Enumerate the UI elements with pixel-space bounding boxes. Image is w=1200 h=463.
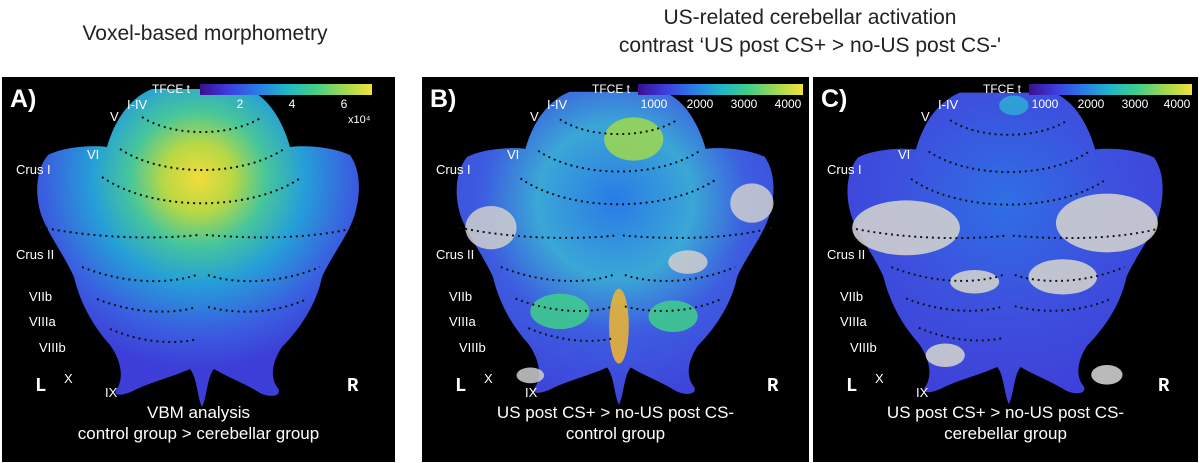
panel-c: C) TFCE t 1000 2000 3000 4000 I-IV V VI … xyxy=(813,77,1198,462)
colorbar-c-tick: 2000 xyxy=(1077,97,1105,111)
colorbar-b-title: TFCE t xyxy=(592,82,630,96)
colorbar-a-gradient xyxy=(200,84,372,95)
lobule-label-vi: VI xyxy=(507,147,520,162)
panel-b-caption: US post CS+ > no-US post CS- control gro… xyxy=(422,402,809,444)
lobule-label-v: V xyxy=(921,109,930,124)
side-label-right: R xyxy=(347,375,359,397)
panel-b-label: B) xyxy=(430,85,457,113)
cerebellar-flatmap xyxy=(37,89,359,407)
colorbar-c-tick: 1000 xyxy=(1031,97,1059,111)
activation-heading-line2: contrast ‘US post CS+ > no-US post CS-' xyxy=(618,34,1002,57)
panel-c-caption-line1: US post CS+ > no-US post CS- xyxy=(886,403,1125,422)
colorbar-a-title: TFCE t xyxy=(152,82,190,96)
activation-heading: US-related cerebellar activation contras… xyxy=(420,4,1200,60)
panel-c-label: C) xyxy=(821,85,848,113)
panel-b-caption-line1: US post CS+ > no-US post CS- xyxy=(496,403,735,422)
lobule-label-x: X xyxy=(875,371,884,386)
lobule-label-ix: IX xyxy=(525,385,538,400)
colorbar-c-tick: 3000 xyxy=(1121,97,1149,111)
side-label-right: R xyxy=(1158,375,1170,397)
panel-c-caption: US post CS+ > no-US post CS- cerebellar … xyxy=(813,402,1198,444)
lobule-label-viiib: VIIIb xyxy=(459,340,486,355)
lobule-label-i-iv: I-IV xyxy=(938,97,959,112)
cerebellar-flatmap xyxy=(456,91,774,405)
lobule-label-v: V xyxy=(530,109,539,124)
panel-a-caption: VBM analysis control group > cerebellar … xyxy=(2,402,395,444)
lobule-label-v: V xyxy=(110,109,119,124)
lobule-label-crus-ii: Crus II xyxy=(827,247,866,262)
colorbar-c-tick: 4000 xyxy=(1163,97,1191,111)
colorbar-a-tick: 2 xyxy=(236,97,244,111)
lobule-label-i-iv: I-IV xyxy=(547,97,568,112)
lobule-label-ix: IX xyxy=(916,385,929,400)
panel-c-caption-line2: cerebellar group xyxy=(944,424,1067,443)
lobule-label-viiib: VIIIb xyxy=(39,340,66,355)
side-label-left: L xyxy=(35,375,47,397)
panel-b: B) TFCE t 1000 2000 3000 4000 I-IV V VI … xyxy=(422,77,809,462)
lobule-label-crus-ii: Crus II xyxy=(16,247,55,262)
lobule-label-x: X xyxy=(64,371,73,386)
colorbar-b-tick: 1000 xyxy=(640,97,668,111)
panel-a: A) TFCE t 2 4 6 x10⁴ I-IV V VI Crus I Cr… xyxy=(2,77,395,462)
colorbar-a-tick: 4 xyxy=(288,97,296,111)
colorbar-c-title: TFCE t xyxy=(983,82,1021,96)
panel-a-caption-line2: control group > cerebellar group xyxy=(77,424,320,443)
lobule-label-viiia: VIIIa xyxy=(840,314,867,329)
lobule-label-viib: VIIb xyxy=(29,289,53,304)
activation-heading-line1: US-related cerebellar activation xyxy=(663,6,957,29)
colorbar-a-tick: 6 xyxy=(340,97,348,111)
lobule-label-viiia: VIIIa xyxy=(29,314,56,329)
cerebellar-flatmap xyxy=(847,92,1163,405)
side-label-right: R xyxy=(767,375,779,397)
side-label-left: L xyxy=(846,375,858,397)
colorbar-a-exponent: x10⁴ xyxy=(348,114,371,126)
lobule-label-viiib: VIIIb xyxy=(850,340,877,355)
colorbar-c-gradient xyxy=(1029,84,1192,95)
colorbar-b-gradient xyxy=(638,84,803,95)
colorbar-b-tick: 2000 xyxy=(686,97,714,111)
lobule-label-viib: VIIb xyxy=(840,289,864,304)
side-label-left: L xyxy=(455,375,467,397)
lobule-label-vi: VI xyxy=(898,147,911,162)
lobule-label-x: X xyxy=(484,371,493,386)
lobule-label-crus-ii: Crus II xyxy=(436,247,475,262)
lobule-label-crus-i: Crus I xyxy=(827,162,862,177)
panel-a-label: A) xyxy=(10,85,37,113)
lobule-label-crus-i: Crus I xyxy=(16,162,51,177)
colorbar-b-tick: 3000 xyxy=(730,97,758,111)
lobule-label-crus-i: Crus I xyxy=(436,162,471,177)
panel-a-caption-line1: VBM analysis xyxy=(147,403,250,422)
lobule-label-viiia: VIIIa xyxy=(449,314,476,329)
colorbar-b-tick: 4000 xyxy=(774,97,802,111)
vbm-heading: Voxel-based morphometry xyxy=(82,22,328,45)
lobule-label-viib: VIIb xyxy=(449,289,473,304)
panel-b-caption-line2: control group xyxy=(565,424,666,443)
lobule-label-vi: VI xyxy=(87,147,100,162)
lobule-label-i-iv: I-IV xyxy=(127,97,148,112)
lobule-label-ix: IX xyxy=(105,385,118,400)
